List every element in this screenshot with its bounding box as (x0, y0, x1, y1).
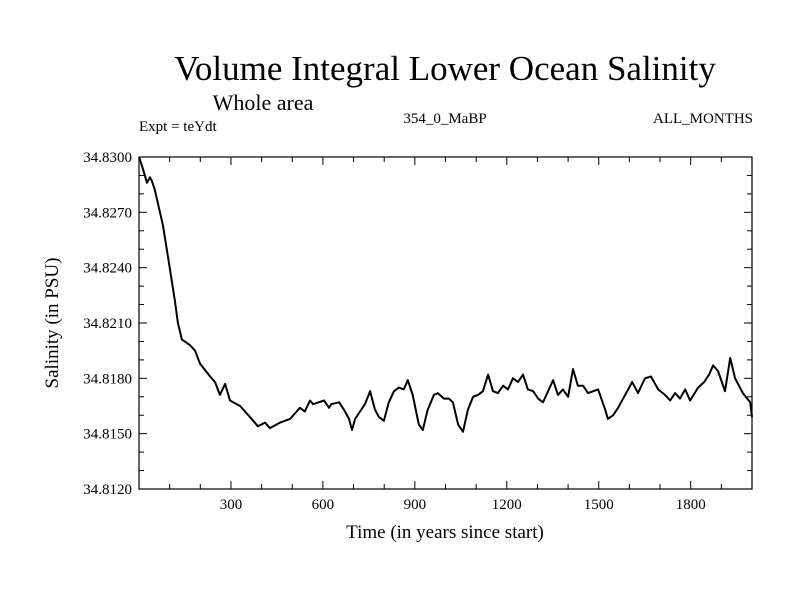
y-tick-label: 34.8150 (83, 427, 132, 443)
x-tick-label: 600 (312, 497, 335, 513)
y-tick-label: 34.8270 (83, 205, 132, 221)
x-tick-label: 1200 (492, 497, 522, 513)
annotation-period: 354_0_MaBP (403, 111, 486, 127)
x-tick-label: 1500 (584, 497, 614, 513)
series-line-salinity (138, 156, 753, 433)
y-tick-label: 34.8210 (83, 316, 132, 332)
x-tick-label: 900 (404, 497, 427, 513)
annotation-expt: Expt = teYdt (139, 119, 217, 135)
y-tick-label: 34.8180 (83, 371, 132, 387)
chart-title: Volume Integral Lower Ocean Salinity (174, 49, 716, 88)
plot-frame (138, 156, 753, 490)
y-tick-label: 34.8240 (83, 261, 132, 277)
x-axis-label: Time (in years since start) (346, 522, 544, 543)
series-group (138, 156, 753, 433)
plot-area (138, 156, 753, 490)
y-tick-label: 34.8120 (83, 482, 132, 498)
y-tick-label: 34.8300 (83, 150, 132, 166)
annotation-months: ALL_MONTHS (653, 111, 753, 127)
x-axis: 300 600 900 1200 1500 1800 (169, 157, 722, 513)
x-tick-label: 1800 (676, 497, 706, 513)
y-axis: 34.8120 34.8150 34.8180 34.8210 34.8240 34.82… (83, 150, 752, 498)
x-tick-label: 300 (220, 497, 243, 513)
chart-subtitle: Whole area (213, 90, 314, 115)
y-axis-label: Salinity (in PSU) (42, 258, 63, 389)
